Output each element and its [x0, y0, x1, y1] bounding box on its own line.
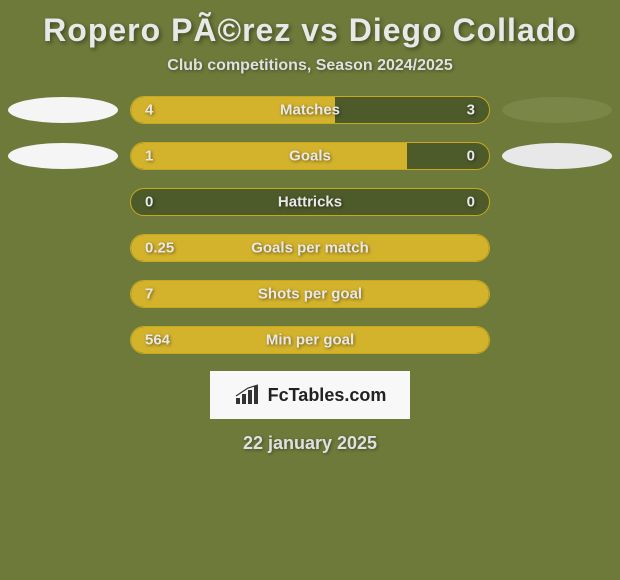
player-left-indicator — [8, 97, 118, 123]
stat-bar: 0.25 Goals per match — [130, 234, 490, 262]
stat-bar: 4 Matches 3 — [130, 96, 490, 124]
stat-value-right: 3 — [467, 102, 475, 119]
stat-bar: 0 Hattricks 0 — [130, 188, 490, 216]
player-right-indicator — [502, 97, 612, 123]
stat-label: Hattricks — [278, 194, 342, 211]
stat-label: Shots per goal — [258, 286, 362, 303]
stat-value-left: 0.25 — [145, 240, 174, 257]
stat-value-left: 7 — [145, 286, 153, 303]
comparison-container: Ropero PÃ©rez vs Diego Collado Club comp… — [0, 0, 620, 580]
stat-rows: 4 Matches 3 1 Goals 0 0 Hattricks 0 0.25 Goals per… — [8, 95, 612, 355]
player-right-indicator — [502, 143, 612, 169]
spacer — [8, 327, 118, 353]
spacer — [502, 281, 612, 307]
date-label: 22 january 2025 — [8, 433, 612, 454]
chart-icon — [234, 384, 262, 406]
stat-label: Min per goal — [266, 332, 354, 349]
stat-row: 7 Shots per goal — [8, 279, 612, 309]
stat-bar: 7 Shots per goal — [130, 280, 490, 308]
stat-label: Matches — [280, 102, 340, 119]
spacer — [8, 235, 118, 261]
page-title: Ropero PÃ©rez vs Diego Collado — [8, 12, 612, 49]
stat-row: 4 Matches 3 — [8, 95, 612, 125]
stat-value-left: 0 — [145, 194, 153, 211]
stat-value-left: 1 — [145, 148, 153, 165]
spacer — [502, 235, 612, 261]
stat-row: 0.25 Goals per match — [8, 233, 612, 263]
stat-value-right: 0 — [467, 148, 475, 165]
spacer — [8, 189, 118, 215]
page-subtitle: Club competitions, Season 2024/2025 — [8, 57, 612, 75]
brand-logo: FcTables.com — [210, 371, 410, 419]
stat-bar-fill — [131, 143, 407, 169]
stat-value-left: 564 — [145, 332, 170, 349]
stat-value-right: 0 — [467, 194, 475, 211]
brand-text: FcTables.com — [268, 385, 387, 406]
stat-value-left: 4 — [145, 102, 153, 119]
stat-row: 1 Goals 0 — [8, 141, 612, 171]
player-left-indicator — [8, 143, 118, 169]
spacer — [8, 281, 118, 307]
stat-label: Goals — [289, 148, 331, 165]
stat-label: Goals per match — [251, 240, 369, 257]
spacer — [502, 327, 612, 353]
stat-bar: 564 Min per goal — [130, 326, 490, 354]
stat-bar: 1 Goals 0 — [130, 142, 490, 170]
stat-row: 564 Min per goal — [8, 325, 612, 355]
spacer — [502, 189, 612, 215]
stat-row: 0 Hattricks 0 — [8, 187, 612, 217]
